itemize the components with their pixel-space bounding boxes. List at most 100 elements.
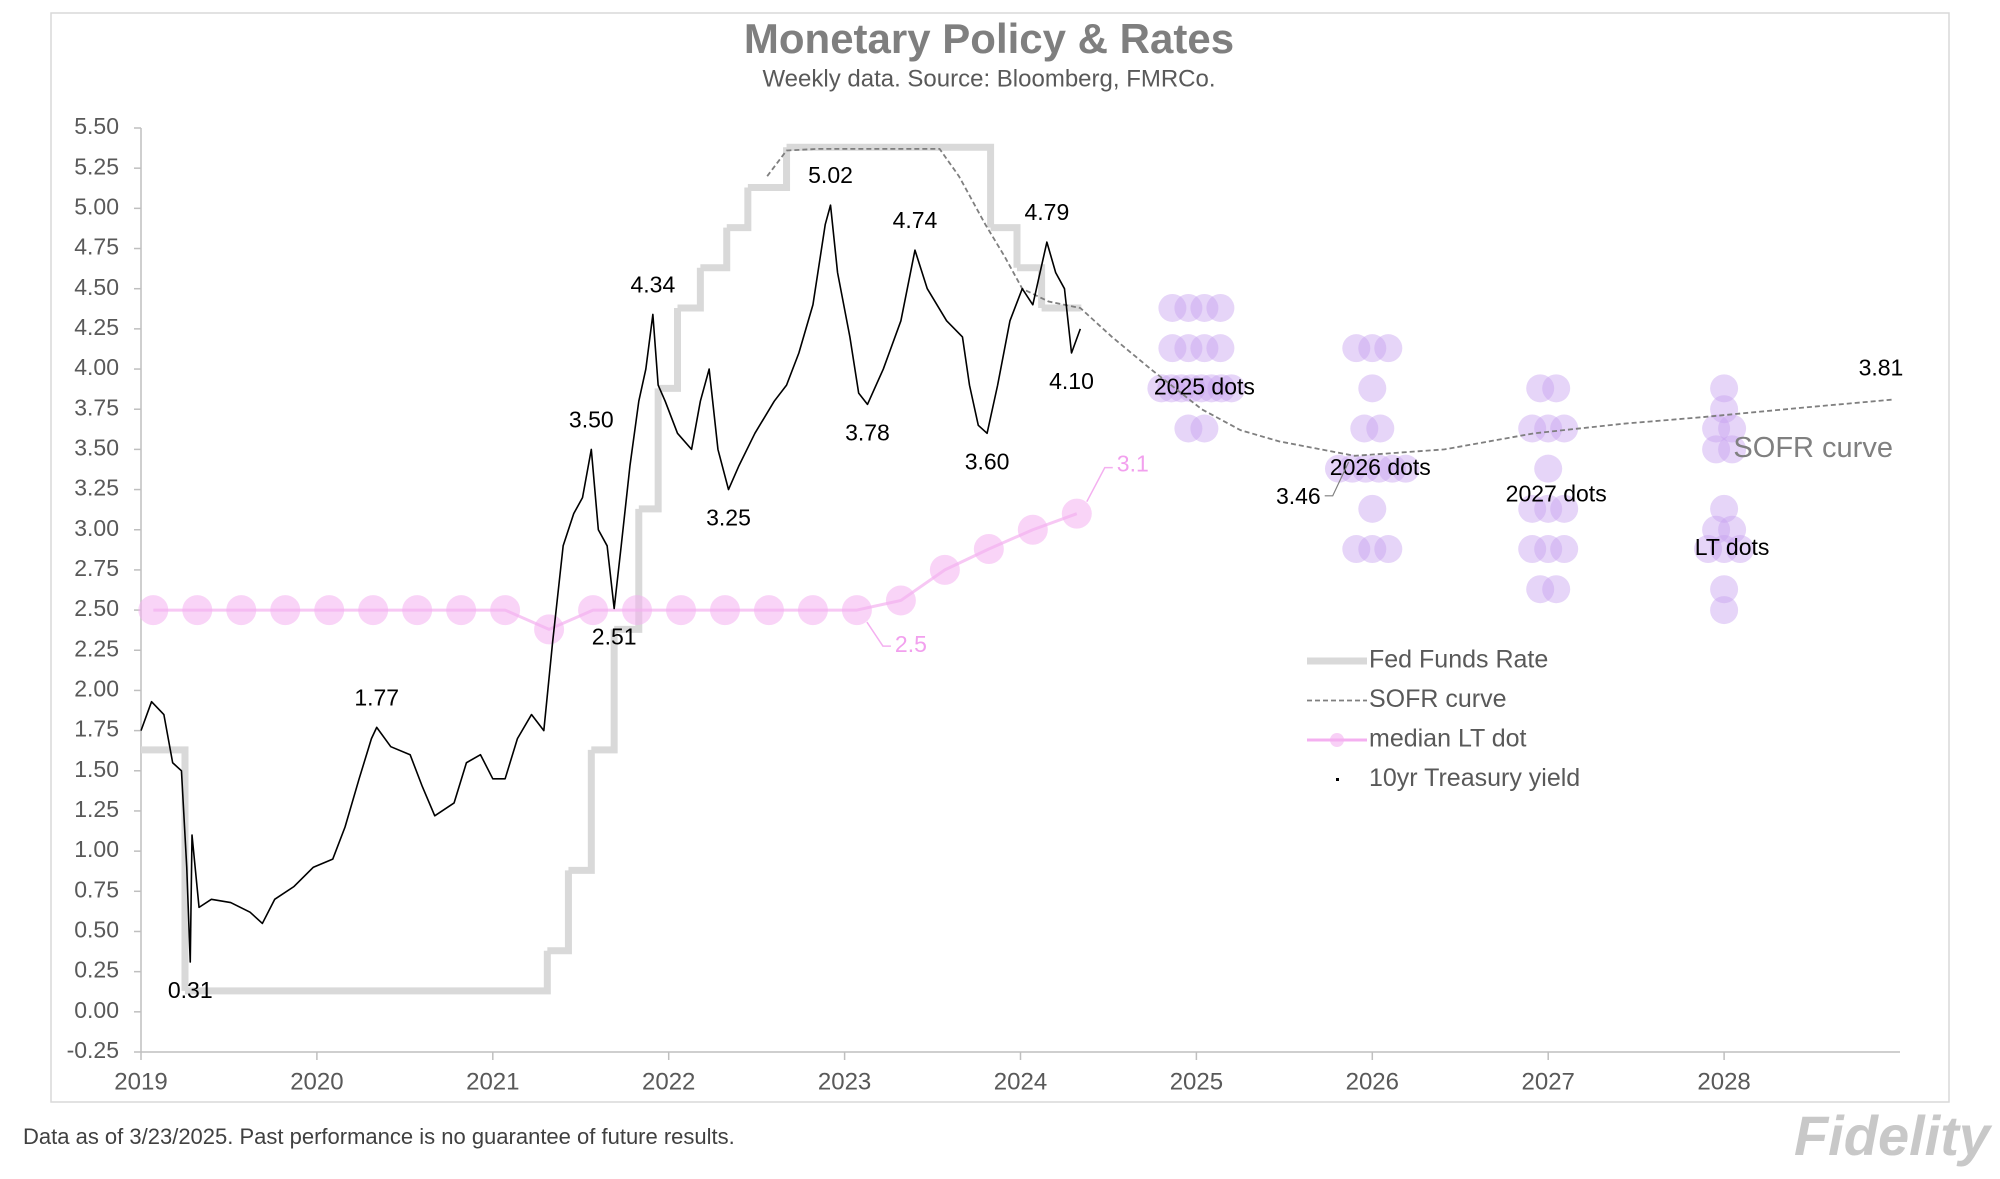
y-tick-label: -0.25 [67, 1037, 119, 1063]
fed-funds-step [747, 147, 791, 191]
x-tick-label: 2023 [818, 1068, 871, 1095]
fomc-dot [1174, 293, 1203, 322]
y-tick-label: 0.25 [74, 957, 119, 983]
x-tick-label: 2026 [1346, 1068, 1399, 1095]
value-label: 3.50 [569, 406, 614, 432]
fomc-dot [1726, 535, 1755, 564]
y-tick-label: 4.25 [74, 314, 119, 340]
fomc-dot [1174, 414, 1203, 443]
dot-cluster-label: 2027 dots [1506, 481, 1607, 507]
legend-label: 10yr Treasury yield [1369, 764, 1580, 792]
fomc-dot [1550, 494, 1579, 523]
x-tick-label: 2027 [1522, 1068, 1575, 1095]
fomc-dot [1342, 535, 1371, 564]
x-tick-label: 2025 [1170, 1068, 1223, 1095]
dot-cluster-label: LT dots [1695, 534, 1770, 560]
median-dot [578, 595, 609, 626]
y-tick-label: 5.25 [74, 153, 119, 179]
median-dot [358, 595, 389, 626]
median-dot [226, 595, 257, 626]
median-dot [182, 595, 213, 626]
x-tick-label: 2021 [466, 1068, 519, 1095]
fomc-dot [1190, 334, 1219, 363]
fomc-dot [1542, 575, 1571, 604]
fomc-dot [1710, 395, 1739, 424]
leader-line [1324, 461, 1350, 497]
fed-funds-step [677, 267, 704, 312]
fomc-dot [1197, 374, 1226, 403]
fomc-dot [1217, 374, 1246, 403]
value-label: 4.74 [893, 207, 938, 233]
fomc-dot [1702, 414, 1731, 443]
y-tick-label: 4.75 [74, 234, 119, 260]
fomc-dot [1710, 494, 1739, 523]
fomc-dot [1718, 414, 1747, 443]
median-dot [1061, 498, 1092, 529]
median-dot [446, 595, 477, 626]
fomc-dot [1374, 535, 1403, 564]
fomc-dot [1718, 515, 1747, 544]
fomc-dot [1710, 575, 1739, 604]
y-tick-label: 0.75 [74, 876, 119, 902]
value-label: 1.77 [354, 684, 399, 710]
fomc-dot [1324, 454, 1353, 483]
dot-cluster-label: 2025 dots [1154, 373, 1255, 399]
fomc-dot [1710, 535, 1739, 564]
fomc-dot [1718, 435, 1747, 464]
value-label: 4.10 [1049, 368, 1094, 394]
fomc-dot [1534, 535, 1563, 564]
fomc-dot [1206, 293, 1235, 322]
treasury-line [140, 204, 1082, 963]
fomc-dot [1550, 535, 1579, 564]
median-dot [270, 595, 301, 626]
y-tick-label: 0.50 [74, 917, 119, 943]
fed-funds-step [700, 227, 731, 272]
y-tick-label: 2.25 [74, 635, 119, 661]
median-dot [929, 554, 960, 585]
fomc-dot [1358, 374, 1387, 403]
logo: Fidelity [1794, 1104, 1993, 1167]
legend-label: median LT dot [1369, 725, 1527, 753]
fed-funds-step [990, 224, 1021, 268]
legend-label: SOFR curve [1369, 685, 1507, 713]
x-tick-label: 2019 [114, 1068, 167, 1095]
y-tick-label: 3.25 [74, 475, 119, 501]
fed-funds-step [726, 187, 752, 232]
fomc-dot [1550, 414, 1579, 443]
fed-funds-step [786, 143, 995, 228]
fomc-dot [1167, 374, 1196, 403]
median-dot [534, 614, 565, 645]
fomc-dot [1364, 454, 1393, 483]
value-label: 4.79 [1025, 199, 1070, 225]
median-dot [1017, 514, 1048, 545]
y-tick-label: 2.50 [74, 595, 119, 621]
fomc-dot [1190, 293, 1219, 322]
legend-marker [1330, 733, 1344, 747]
fomc-dot [1157, 374, 1186, 403]
fomc-dot [1366, 414, 1395, 443]
leader-line [866, 621, 891, 647]
fomc-dot [1534, 414, 1563, 443]
fomc-dot [1207, 374, 1236, 403]
median-dot [973, 534, 1004, 565]
median-dot [841, 595, 872, 626]
dot-cluster-label: 2026 dots [1330, 454, 1431, 480]
fed-funds-step [658, 307, 681, 392]
value-label: 3.78 [845, 419, 890, 445]
x-tick-label: 2024 [994, 1068, 1047, 1095]
y-tick-label: 4.00 [74, 354, 119, 380]
fomc-dot [1526, 575, 1555, 604]
fomc-dot [1158, 293, 1187, 322]
fed-funds-step [591, 629, 618, 754]
y-tick-label: 1.00 [74, 836, 119, 862]
fomc-dot [1158, 334, 1187, 363]
y-tick-label: 2.75 [74, 555, 119, 581]
fomc-dot [1542, 374, 1571, 403]
dot-clusters [1147, 293, 1755, 625]
fed-funds-step [568, 749, 595, 874]
leader-line [1086, 466, 1113, 503]
value-label: 3.1 [1117, 451, 1149, 477]
fomc-dot [1391, 454, 1420, 483]
fomc-dot [1534, 454, 1563, 483]
value-label: 4.34 [630, 271, 675, 297]
